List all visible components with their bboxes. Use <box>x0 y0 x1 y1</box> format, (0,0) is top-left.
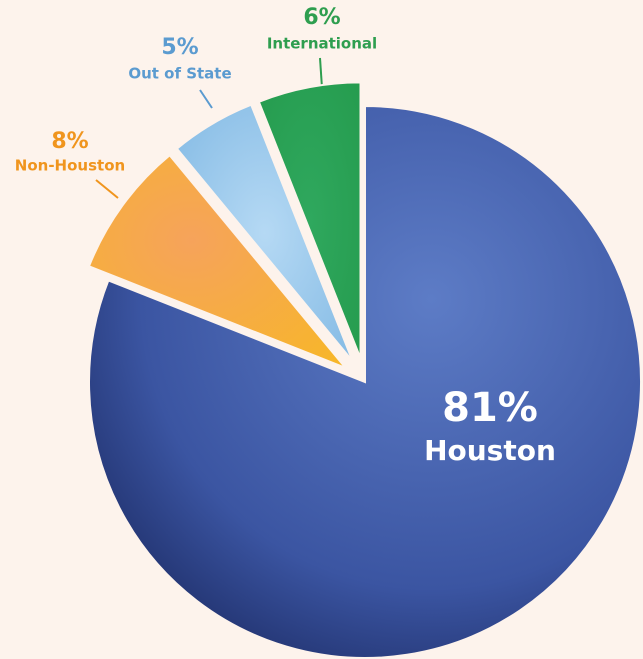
category-label: International <box>267 35 377 53</box>
pie-slice <box>175 103 354 362</box>
category-label: Out of State <box>128 65 231 83</box>
pie-slice <box>88 104 642 659</box>
value-label: 5% <box>161 35 198 60</box>
value-label: 8% <box>51 129 88 154</box>
pie-slice <box>87 153 347 369</box>
category-label: Non-Houston <box>15 157 125 175</box>
value-label: 81% <box>442 385 538 431</box>
category-label: Houston <box>424 434 556 467</box>
leader-line <box>319 57 323 89</box>
leader-line <box>199 89 213 109</box>
value-label: 6% <box>303 5 340 30</box>
pie-slice <box>257 81 362 359</box>
leader-line <box>95 179 119 199</box>
